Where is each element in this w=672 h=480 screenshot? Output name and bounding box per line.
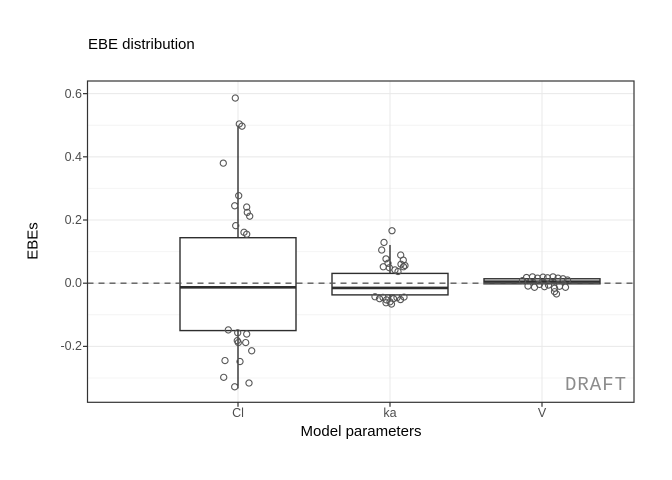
boxplot-ka (331, 244, 449, 301)
y-tick-label: -0.2 (60, 339, 82, 354)
box-ka (331, 272, 449, 296)
x-tick-label: Cl (232, 406, 244, 420)
boxplot-Cl (179, 125, 297, 389)
box-Cl (179, 237, 297, 332)
y-tick-label: 0.0 (64, 276, 82, 291)
jitter-points-V (518, 273, 572, 298)
panel-border (86, 80, 635, 403)
jitter-points-Cl (219, 94, 256, 391)
y-tick-label: 0.6 (64, 86, 82, 101)
gridlines-minor (87, 124, 634, 379)
y-tick-label: 0.4 (64, 149, 82, 164)
chart-title: EBE distribution (88, 36, 195, 53)
axis-tick-marks (83, 93, 543, 407)
y-tick-label: 0.2 (64, 213, 82, 227)
x-tick-label: ka (383, 406, 397, 420)
x-tick-label: V (537, 406, 547, 420)
draft-watermark: DRAFT (564, 374, 627, 396)
x-axis-title: Model parameters (300, 423, 422, 440)
panel-background (87, 81, 634, 403)
jitter-points-ka (371, 227, 409, 308)
